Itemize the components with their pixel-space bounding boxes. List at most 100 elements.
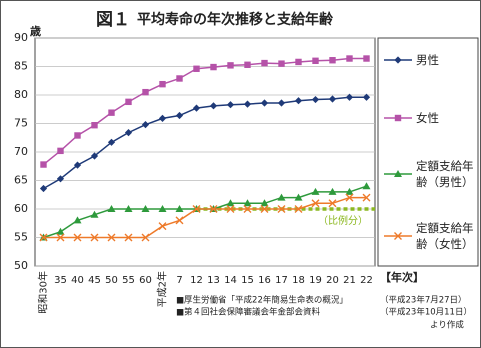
marker: [312, 57, 319, 64]
x-tick-label: 60: [139, 275, 152, 286]
marker: [192, 205, 201, 213]
marker: [294, 97, 303, 105]
marker: [226, 205, 235, 213]
marker: [57, 147, 64, 155]
marker: [40, 161, 47, 168]
y-tick-label: 50: [14, 259, 28, 272]
y-tick-label: 70: [14, 145, 28, 158]
marker: [107, 205, 116, 212]
marker: [175, 111, 184, 120]
marker: [56, 175, 65, 183]
marker: [175, 216, 184, 225]
x-tick-label: 平成2年: [156, 271, 169, 307]
marker: [277, 193, 286, 201]
x-tick-label: 20: [326, 275, 339, 286]
marker: [209, 205, 218, 213]
x-tick-label: 7: [176, 275, 182, 286]
marker: [39, 233, 48, 242]
marker: [294, 193, 303, 201]
marker: [328, 187, 337, 195]
legend-marker: [394, 170, 402, 177]
marker: [295, 58, 302, 66]
marker: [192, 104, 201, 112]
marker: [90, 152, 99, 160]
marker: [243, 100, 252, 108]
x-tick-label: 40: [71, 275, 84, 286]
series-line: [43, 196, 367, 239]
marker: [158, 205, 167, 212]
marker: [39, 184, 48, 193]
marker: [311, 199, 320, 208]
marker: [176, 75, 183, 82]
y-tick-label: 85: [14, 60, 28, 73]
x-tick-label: 35: [54, 275, 67, 286]
marker: [346, 55, 353, 62]
marker: [56, 227, 65, 235]
y-axis-label: 歳: [30, 24, 41, 38]
x-tick-label: 22: [360, 275, 373, 286]
marker: [260, 205, 269, 213]
marker: [311, 187, 320, 195]
marker: [261, 59, 268, 67]
marker: [73, 216, 82, 224]
marker: [91, 122, 98, 129]
marker: [260, 199, 269, 207]
source-text: ■厚生労働省「平成22年簡易生命表の概況」: [176, 295, 348, 306]
marker: [209, 102, 218, 110]
legend-frame: [377, 37, 479, 267]
marker: [158, 222, 167, 231]
marker: [329, 57, 336, 64]
marker: [278, 60, 285, 67]
legend-marker: [394, 232, 402, 240]
x-tick-label: 50: [105, 275, 118, 286]
marker: [328, 95, 337, 103]
x-tick-label: 45: [88, 275, 101, 286]
marker: [244, 61, 251, 68]
marker: [141, 205, 150, 212]
marker: [125, 98, 132, 106]
marker: [362, 182, 371, 190]
marker: [243, 205, 252, 213]
x-tick-label: 15: [241, 275, 254, 286]
x-tick-label: 17: [275, 275, 288, 286]
marker: [227, 62, 234, 69]
y-tick-label: 75: [14, 117, 28, 130]
x-tick-label: 12: [190, 275, 203, 286]
marker: [362, 193, 371, 202]
x-tick-label: 18: [292, 275, 305, 286]
marker: [158, 114, 167, 122]
x-tick-label: 13: [207, 275, 220, 286]
marker: [73, 233, 82, 242]
marker: [210, 63, 217, 71]
x-tick-label: 14: [224, 275, 237, 286]
marker: [363, 55, 370, 62]
legend-label: 定額支給年齢（男性）: [416, 159, 474, 189]
y-tick-label: 65: [14, 174, 28, 187]
legend-marker: [394, 56, 402, 64]
marker: [124, 205, 133, 212]
marker: [193, 65, 200, 72]
marker: [108, 109, 115, 116]
title-prefix: 図１: [96, 10, 130, 30]
marker: [243, 199, 252, 207]
chart-title: 平均寿命の年次推移と支給年齢: [137, 11, 334, 28]
legend-label: 定額支給年齢（女性）: [416, 221, 474, 251]
marker: [74, 132, 81, 139]
x-tick-label: 19: [309, 275, 322, 286]
marker: [226, 101, 235, 109]
source-text: ■第４回社会保障審議会年金部会資料: [176, 307, 321, 318]
marker: [124, 233, 133, 242]
marker: [142, 88, 149, 96]
x-tick-label: 55: [122, 275, 135, 286]
marker: [90, 233, 99, 242]
y-tick-label: 90: [14, 31, 28, 44]
source-suffix: より作成: [430, 320, 464, 331]
legend-marker: [394, 114, 402, 122]
marker: [107, 233, 116, 242]
x-axis-label: 【年次】: [380, 270, 424, 284]
marker: [90, 210, 99, 218]
marker: [56, 233, 65, 242]
marker: [226, 199, 235, 207]
marker: [159, 80, 166, 88]
